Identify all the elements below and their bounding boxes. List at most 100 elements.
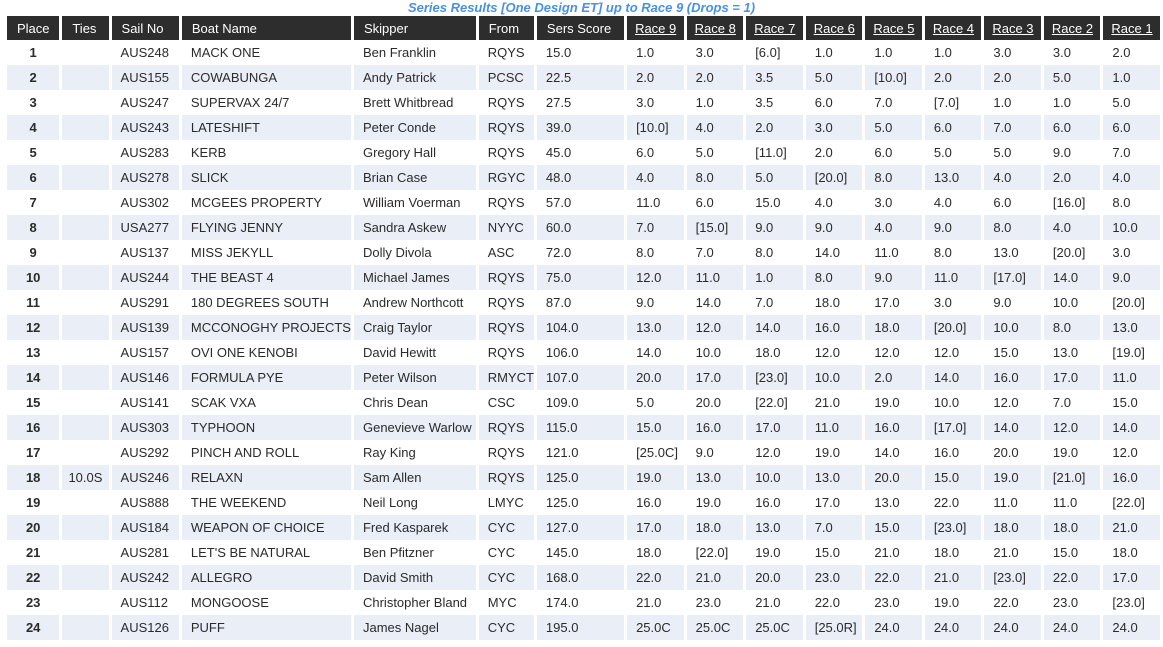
ties-cell [62,140,109,165]
race-1-score-cell: 24.0 [1103,615,1160,640]
race-4-score-cell: 18.0 [924,540,982,565]
place-cell: 6 [7,165,60,190]
race-6-score-cell: 11.0 [805,415,863,440]
table-row: 2 AUS155 COWABUNGA Andy Patrick PCSC 22.5 2.0 2… [7,65,1160,90]
race-2-score-cell: 3.0 [1043,40,1101,65]
race-9-score-cell: 9.0 [627,290,684,315]
race-4-score-cell: 24.0 [924,615,982,640]
skipper-cell: Dolly Divola [353,240,476,265]
from-cell: PCSC [478,65,534,90]
race-9-score-cell: 3.0 [627,90,684,115]
series-score-cell: 125.0 [536,490,625,515]
sail-no-cell: AUS243 [111,115,179,140]
race-6-score-cell: 10.0 [805,365,863,390]
place-cell: 20 [7,515,60,540]
sail-no-cell: AUS137 [111,240,179,265]
boat-name-cell: LET'S BE NATURAL [181,540,351,565]
sail-no-cell: AUS146 [111,365,179,390]
column-header-race-6[interactable]: Race 6 [805,16,863,40]
column-header-race-2[interactable]: Race 2 [1043,16,1101,40]
skipper-cell: Ben Franklin [353,40,476,65]
race-9-score-cell: 7.0 [627,215,684,240]
from-cell: RGYC [478,165,534,190]
race-9-score-cell: 2.0 [627,65,684,90]
sail-no-cell: AUS281 [111,540,179,565]
race-5-score-cell: 2.0 [865,365,922,390]
table-row: 6 AUS278 SLICK Brian Case RGYC 48.0 4.0 8.0 5.0[… [7,165,1160,190]
skipper-cell: Ben Pfitzner [353,540,476,565]
from-cell: RMYCT [478,365,534,390]
place-cell: 4 [7,115,60,140]
skipper-cell: William Voerman [353,190,476,215]
boat-name-cell: MCCONOGHY PROJECTS [181,315,351,340]
series-score-cell: 15.0 [536,40,625,65]
race-8-score-cell: 6.0 [686,190,744,215]
race-2-score-cell: 6.0 [1043,115,1101,140]
race-4-score-cell: 12.0 [924,340,982,365]
sail-no-cell: AUS242 [111,565,179,590]
ties-cell [62,190,109,215]
race-5-score-cell: 15.0 [865,515,922,540]
race-5-score-cell: 7.0 [865,90,922,115]
race-7-score-cell: 10.0 [746,465,803,490]
column-header-race-7[interactable]: Race 7 [746,16,803,40]
race-3-score-cell: 19.0 [984,465,1041,490]
boat-name-cell: SLICK [181,165,351,190]
race-4-score-cell: [17.0] [924,415,982,440]
ties-cell [62,615,109,640]
race-2-score-cell: [20.0] [1043,240,1101,265]
column-header-race-4[interactable]: Race 4 [924,16,982,40]
race-5-score-cell: 18.0 [865,315,922,340]
race-3-score-cell: 1.0 [984,90,1041,115]
from-cell: RQYS [478,415,534,440]
skipper-cell: Neil Long [353,490,476,515]
column-header-race-9[interactable]: Race 9 [627,16,684,40]
table-row: 8 USA277 FLYING JENNY Sandra Askew NYYC 60.0 7… [7,215,1160,240]
series-score-cell: 107.0 [536,365,625,390]
race-8-score-cell: 4.0 [686,115,744,140]
race-8-score-cell: 14.0 [686,290,744,315]
race-6-score-cell: 13.0 [805,465,863,490]
race-2-score-cell: 24.0 [1043,615,1101,640]
column-header-place: Place [7,16,60,40]
series-score-cell: 127.0 [536,515,625,540]
column-header-race-1[interactable]: Race 1 [1103,16,1160,40]
race-5-score-cell: 11.0 [865,240,922,265]
skipper-cell: Peter Wilson [353,365,476,390]
race-1-score-cell: 18.0 [1103,540,1160,565]
skipper-cell: Andrew Northcott [353,290,476,315]
column-header-race-8[interactable]: Race 8 [686,16,744,40]
race-6-score-cell: 16.0 [805,315,863,340]
race-2-score-cell: 9.0 [1043,140,1101,165]
place-cell: 24 [7,615,60,640]
race-6-score-cell: 4.0 [805,190,863,215]
place-cell: 18 [7,465,60,490]
sail-no-cell: AUS278 [111,165,179,190]
column-header-race-5[interactable]: Race 5 [865,16,922,40]
race-8-score-cell: 7.0 [686,240,744,265]
place-cell: 14 [7,365,60,390]
race-4-score-cell: [20.0] [924,315,982,340]
race-3-score-cell: 15.0 [984,340,1041,365]
race-4-score-cell: 15.0 [924,465,982,490]
place-cell: 17 [7,440,60,465]
series-score-cell: 104.0 [536,315,625,340]
sail-no-cell: AUS126 [111,615,179,640]
column-header-race-3[interactable]: Race 3 [984,16,1041,40]
boat-name-cell: WEAPON OF CHOICE [181,515,351,540]
table-row: 4 AUS243 LATESHIFT Peter Conde RQYS 39.0 [10.0… [7,115,1160,140]
race-4-score-cell: 2.0 [924,65,982,90]
race-6-score-cell: 5.0 [805,65,863,90]
race-3-score-cell: 12.0 [984,390,1041,415]
from-cell: RQYS [478,115,534,140]
boat-name-cell: SUPERVAX 24/7 [181,90,351,115]
race-1-score-cell: 10.0 [1103,215,1160,240]
ties-cell [62,65,109,90]
race-2-score-cell: 8.0 [1043,315,1101,340]
skipper-cell: Peter Conde [353,115,476,140]
place-cell: 22 [7,565,60,590]
boat-name-cell: RELAXN [181,465,351,490]
ties-cell [62,415,109,440]
from-cell: MYC [478,590,534,615]
race-2-score-cell: 1.0 [1043,90,1101,115]
